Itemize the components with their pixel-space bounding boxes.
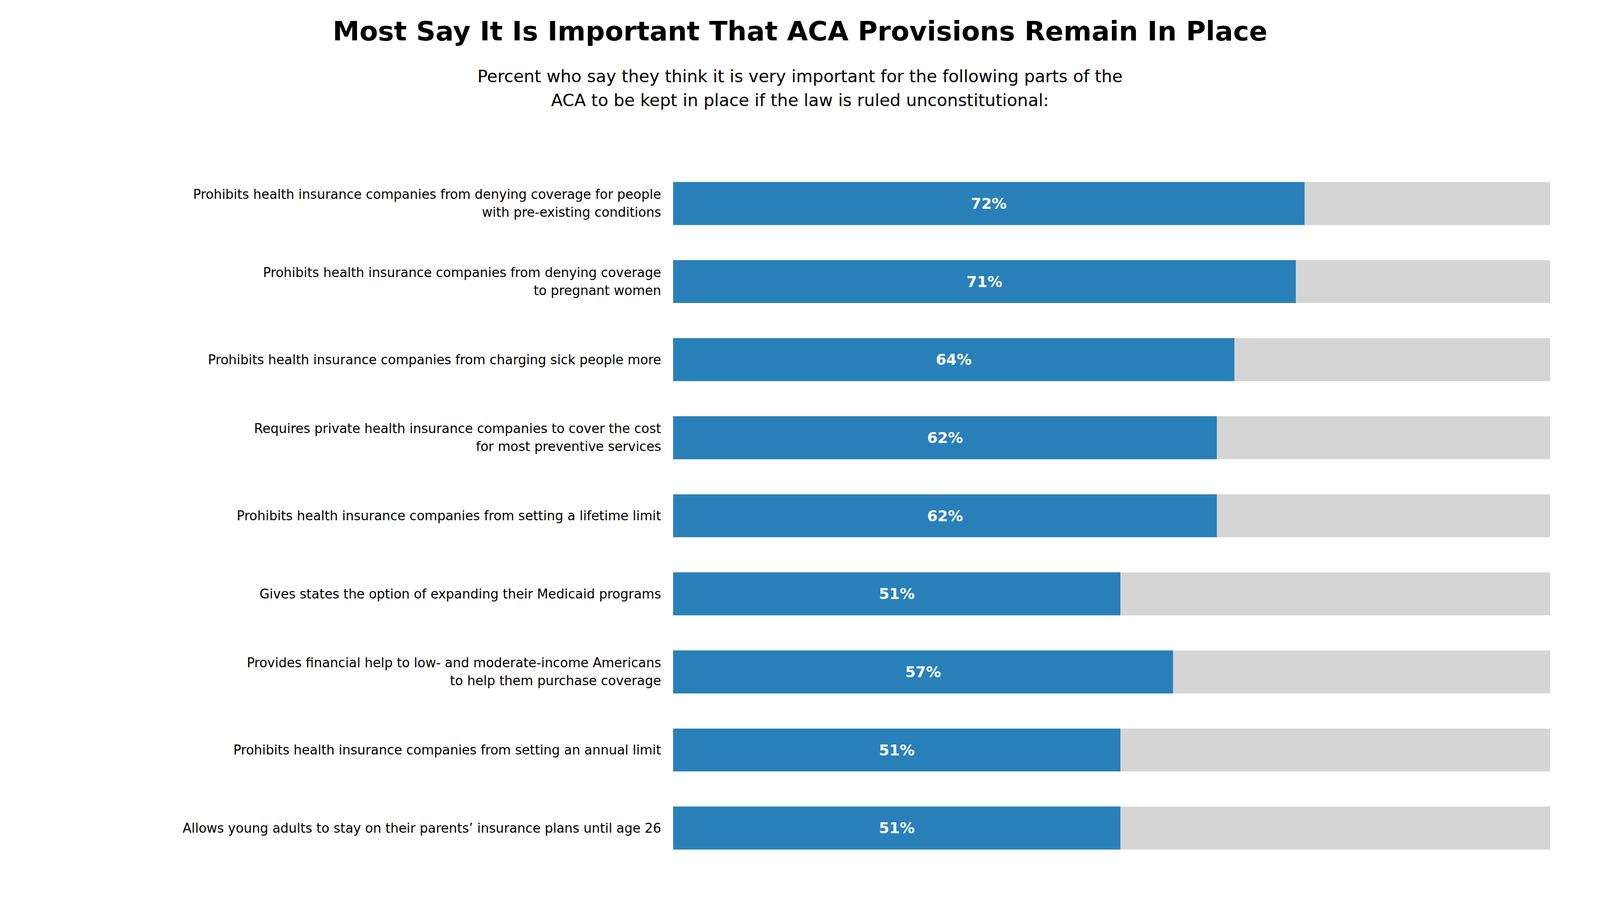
svg-text:Prohibits health insurance com: Prohibits health insurance companies fro… xyxy=(233,742,662,758)
svg-text:57%: 57% xyxy=(904,663,941,682)
svg-text:51%: 51% xyxy=(879,741,915,760)
svg-text:Gives states the option of exp: Gives states the option of expanding the… xyxy=(259,586,662,602)
svg-text:64%: 64% xyxy=(935,351,972,369)
svg-text:to help them purchase coverage: to help them purchase coverage xyxy=(450,673,662,689)
svg-text:62%: 62% xyxy=(926,429,963,447)
svg-text:72%: 72% xyxy=(970,194,1007,213)
svg-text:Most Say It Is Important That: Most Say It Is Important That ACA Provis… xyxy=(332,15,1268,47)
svg-text:with pre-existing conditions: with pre-existing conditions xyxy=(481,204,662,220)
svg-text:Allows young adults to stay on: Allows young adults to stay on their par… xyxy=(182,821,662,837)
svg-text:Requires private health insura: Requires private health insurance compan… xyxy=(254,421,662,437)
svg-text:Prohibits health insurance com: Prohibits health insurance companies fro… xyxy=(263,265,662,281)
svg-text:for most preventive services: for most preventive services xyxy=(476,439,662,455)
svg-text:Provides financial help to low: Provides financial help to low- and mode… xyxy=(246,655,662,671)
svg-text:to pregnant women: to pregnant women xyxy=(533,283,662,299)
svg-text:Prohibits health insurance com: Prohibits health insurance companies fro… xyxy=(192,186,662,202)
svg-text:Prohibits health insurance com: Prohibits health insurance companies fro… xyxy=(207,352,662,368)
svg-text:Prohibits health insurance com: Prohibits health insurance companies fro… xyxy=(236,508,662,524)
svg-text:51%: 51% xyxy=(879,819,915,838)
svg-text:Percent who say they think it: Percent who say they think it is very im… xyxy=(477,66,1123,87)
svg-text:51%: 51% xyxy=(879,585,915,603)
svg-text:71%: 71% xyxy=(966,273,1003,291)
svg-text:62%: 62% xyxy=(926,507,963,526)
svg-text:ACA to be kept in place if the: ACA to be kept in place if the law is ru… xyxy=(550,90,1049,111)
